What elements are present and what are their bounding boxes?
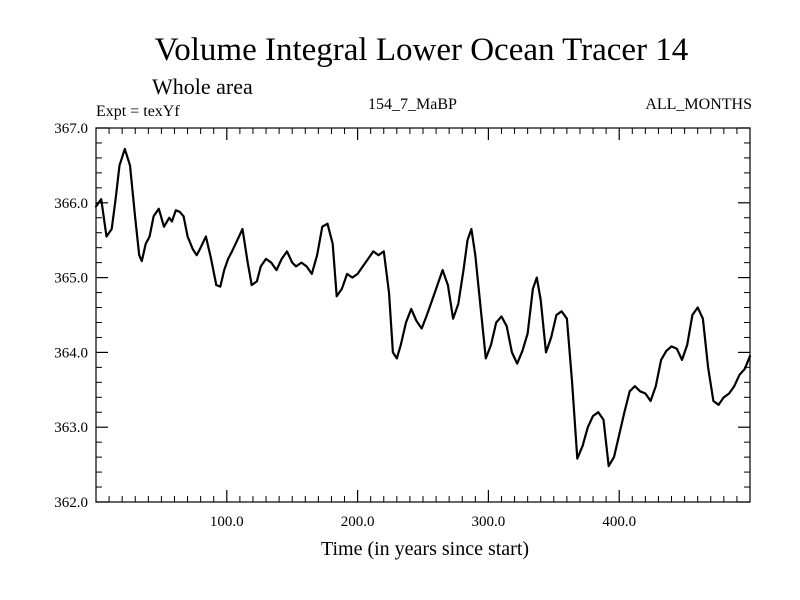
series-line <box>94 147 752 468</box>
x-tick-label: 300.0 <box>472 514 506 530</box>
chart-title: Volume Integral Lower Ocean Tracer 14 <box>154 32 689 68</box>
y-tick-label: 367.0 <box>54 121 88 137</box>
months-label: ALL_MONTHS <box>645 96 752 113</box>
minor-ticks <box>96 128 750 502</box>
chart-subtitle: Whole area <box>152 74 253 99</box>
y-tick-label: 366.0 <box>54 196 88 212</box>
y-tick-label: 365.0 <box>54 271 88 287</box>
x-tick-label: 200.0 <box>341 514 375 530</box>
run-label: 154_7_MaBP <box>368 96 457 113</box>
y-tick-label: 364.0 <box>54 345 88 361</box>
major-ticks <box>96 127 750 503</box>
expt-label: Expt = texYf <box>96 103 180 120</box>
y-tick-label: 363.0 <box>54 420 88 436</box>
x-tick-label: 400.0 <box>602 514 636 530</box>
x-tick-label: 100.0 <box>210 514 244 530</box>
plot-frame <box>95 127 751 503</box>
y-tick-label: 362.0 <box>54 495 88 511</box>
x-axis-label: Time (in years since start) <box>321 538 529 560</box>
tick-labels: 100.0 200.0 300.0 400.0 362.0 363.0 364.0 365.0… <box>54 121 636 530</box>
